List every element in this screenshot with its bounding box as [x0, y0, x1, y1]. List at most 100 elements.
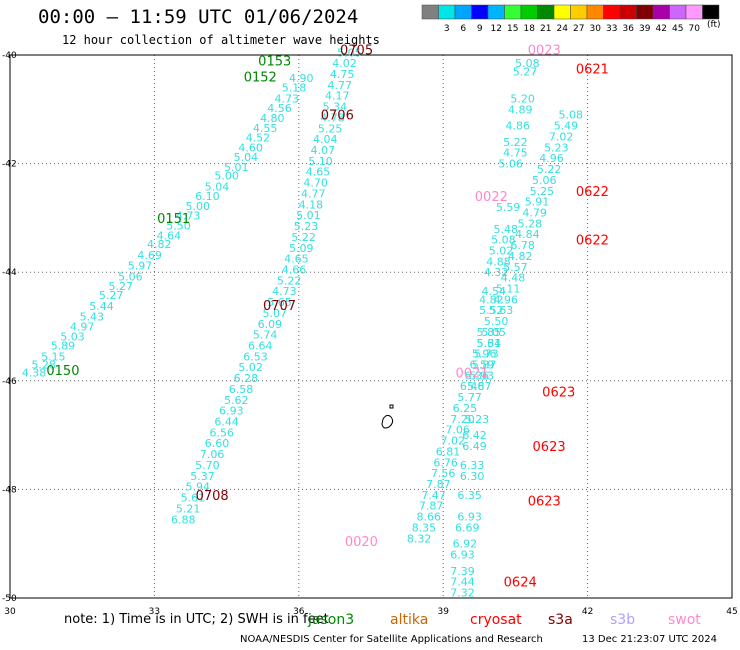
wave-height-value: 5.27: [513, 65, 538, 78]
wave-height-value: 6.69: [455, 521, 480, 534]
scale-swatch: [504, 4, 522, 20]
track-time-labels: 0150 0151 0152 0153 0705 0706 0707 0708 0020 0021…: [46, 44, 609, 591]
wave-height-value: 4.82: [508, 250, 533, 263]
legend-item-s3a: s3a: [548, 612, 573, 628]
wave-height-value: 5.94: [185, 481, 210, 494]
wave-height-value: 5.52: [479, 304, 504, 317]
wave-height-value: 5.27: [108, 280, 133, 293]
wave-height-value: 5.15: [41, 350, 66, 363]
track-time-label: 0152: [244, 71, 277, 86]
wave-height-value: 5.18: [282, 82, 307, 95]
scale-label: 12: [491, 24, 502, 34]
wave-height-value: 5.08: [491, 234, 516, 247]
wave-height-value: 4.90: [289, 72, 314, 85]
track-time-label: 0150: [46, 364, 79, 379]
wave-height-value: 6.93: [450, 549, 475, 562]
wave-height-value: 5.02: [489, 244, 514, 257]
scale-swatch: [619, 4, 637, 20]
wave-height-value: 5.44: [89, 300, 114, 313]
track-time-label: 0706: [321, 109, 354, 124]
wave-height-value: 5.04: [234, 151, 259, 164]
scale-swatch: [421, 4, 439, 20]
wave-height-value: 4.73: [275, 92, 300, 105]
wave-height-value: 7.47: [421, 489, 446, 502]
scale-swatch: [520, 4, 538, 20]
wave-height-value: 6.78: [510, 239, 535, 252]
scale-swatch: [603, 4, 621, 20]
wave-height-value: 5.28: [518, 217, 543, 230]
legend-item-swot: swot: [668, 612, 701, 628]
wave-height-value: 5.22: [537, 163, 562, 176]
wave-height-value: 6.28: [234, 372, 259, 385]
wave-height-value: 5.28: [31, 359, 56, 372]
wave-height-value: 4.75: [503, 147, 528, 160]
scale-label: 42: [656, 24, 667, 34]
wave-height-value: 6.36: [465, 369, 490, 382]
wave-height-value: 8.66: [417, 511, 442, 524]
track-time-label: 0623: [533, 440, 566, 455]
track-time-label: 0623: [542, 386, 575, 401]
y-tick-label: -40: [2, 51, 17, 61]
scale-unit-label: (ft): [707, 20, 721, 30]
scale-swatch: [487, 4, 505, 20]
wave-height-value: 4.73: [272, 285, 297, 298]
wave-height-value: 6.81: [436, 445, 461, 458]
x-tick-label: 36: [293, 607, 305, 617]
wave-height-value: 5.08: [515, 57, 540, 70]
footer-note: note: 1) Time is in UTC; 2) SWH is in fe…: [64, 612, 329, 627]
scale-label: 70: [689, 24, 701, 34]
scale-swatch: [570, 4, 588, 20]
scale-label: 39: [639, 24, 651, 34]
wave-height-value: 5.43: [80, 311, 105, 324]
scale-swatch: [636, 4, 654, 20]
wave-height-value: 5.05: [481, 326, 506, 339]
wave-height-value: 6.10: [195, 190, 220, 203]
wave-height-value: 6.25: [453, 402, 478, 415]
wave-height-value: 5.22: [291, 231, 316, 244]
wave-height-value: 6.58: [229, 383, 254, 396]
track-time-label: 0622: [576, 185, 609, 200]
wave-height-values: 4.385.285.155.895.034.975.435.445.275.27…: [22, 46, 583, 599]
wave-height-value: 4.88: [486, 255, 511, 268]
color-scale: 3 6 9 12 15 18 21 24 27 30 33 36 39 42 45 70: [421, 4, 720, 34]
wave-height-value: 5.85: [477, 326, 502, 339]
wave-height-value: 5.64: [477, 337, 502, 350]
wave-height-value: 4.89: [508, 103, 533, 116]
x-tick-label: 42: [582, 607, 593, 617]
wave-height-value: 5.06: [532, 174, 557, 187]
wave-height-value: 5.22: [503, 136, 528, 149]
wave-height-value: 7.87: [419, 500, 444, 513]
track-time-label: 0153: [258, 54, 291, 69]
wave-height-value: 5.00: [185, 200, 210, 213]
wave-height-value: 5.49: [554, 120, 579, 133]
wave-height-value: 5.61: [181, 492, 206, 505]
wave-height-value: 4.65: [306, 166, 331, 179]
wave-height-value: 5.65: [267, 296, 292, 309]
wave-height-value: 5.50: [166, 220, 191, 233]
wave-height-value: 4.86: [506, 120, 531, 133]
wave-height-value: 5.74: [253, 329, 278, 342]
wave-height-value: 5.59: [496, 201, 521, 214]
scale-swatch: [685, 4, 703, 20]
wave-height-value: 4.38: [22, 367, 47, 380]
wave-height-value: 5.91: [525, 196, 550, 209]
track-time-label: 0623: [528, 494, 561, 509]
scale-label: 9: [477, 24, 483, 34]
track-time-label: 0708: [196, 489, 229, 504]
scale-label: 18: [524, 24, 536, 34]
scale-swatch: [553, 4, 571, 20]
track-time-label: 0151: [157, 212, 190, 227]
wave-height-value: 4.77: [327, 79, 352, 92]
wave-height-value: 5.05: [337, 46, 362, 59]
wave-height-value: 6.93: [457, 511, 482, 524]
wave-height-value: 5.09: [289, 242, 314, 255]
scale-label: 6: [460, 24, 466, 34]
wave-height-value: 5.87: [467, 380, 492, 393]
scale-swatch: [586, 4, 604, 20]
wave-height-value: 5.01: [224, 161, 249, 174]
scale-label: 24: [557, 24, 569, 34]
wave-height-value: 6.30: [460, 470, 485, 483]
wave-height-value: 4.55: [253, 122, 278, 135]
scale-label: 33: [606, 24, 617, 34]
wave-height-value: 4.69: [137, 249, 162, 262]
